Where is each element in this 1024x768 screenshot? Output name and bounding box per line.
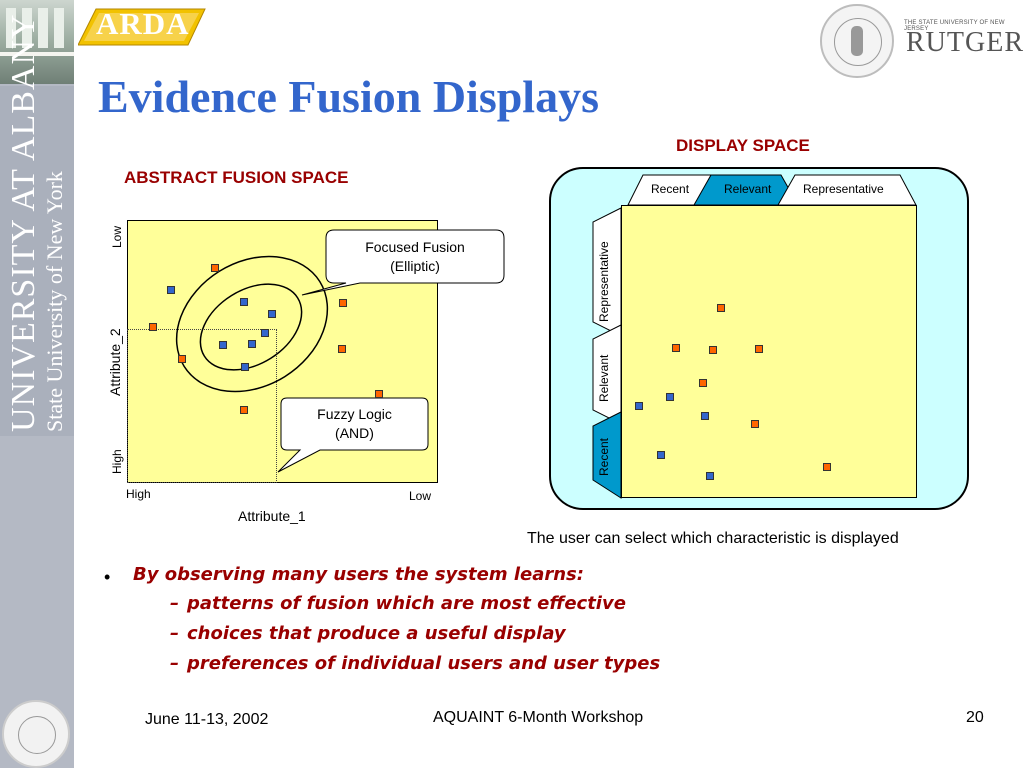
blue-marker [701, 412, 709, 420]
orange-marker [339, 299, 347, 307]
orange-marker [211, 264, 219, 272]
blue-marker [268, 310, 276, 318]
university-seal-icon [820, 4, 894, 78]
blue-marker [261, 329, 269, 337]
page-title: Evidence Fusion Displays [98, 71, 599, 122]
bullet-main: By observing many users the system learn… [133, 564, 584, 585]
banner-text-strip: UNIVERSITY AT ALBANY State University of… [0, 13, 74, 436]
bullet-marker: • [104, 567, 111, 587]
abstract-space-heading: ABSTRACT FUSION SPACE [124, 168, 349, 187]
bullet-sub-1: patterns of fusion which are most effect… [187, 593, 626, 614]
x-axis-high-label: High [126, 487, 151, 501]
blue-marker [706, 472, 714, 480]
outer-ellipse [175, 255, 329, 393]
bullet-sub-2: choices that produce a useful display [187, 623, 566, 644]
blue-marker [666, 393, 674, 401]
tab-relevant[interactable]: Relevant [724, 182, 772, 196]
x-axis-low-label: Low [409, 489, 432, 503]
blue-marker [167, 286, 175, 294]
display-canvas [621, 205, 917, 498]
tab-recent[interactable]: Recent [651, 182, 690, 196]
university-seal-icon [2, 700, 70, 768]
footer-date: June 11-13, 2002 [145, 711, 269, 728]
sub-dash: – [170, 623, 179, 644]
footer-event: AQUAINT 6-Month Workshop [433, 709, 644, 726]
orange-marker [751, 420, 759, 428]
orange-marker [823, 463, 831, 471]
orange-marker [149, 323, 157, 331]
tab-side-recent[interactable]: Recent [597, 437, 611, 476]
orange-marker [709, 346, 717, 354]
x-axis-label: Attribute_1 [238, 508, 306, 524]
footer-page-number: 20 [966, 709, 984, 726]
arda-logo-text: ARDA [96, 6, 190, 41]
tab-side-representative[interactable]: Representative [597, 241, 611, 322]
blue-marker [635, 402, 643, 410]
callout-fuzzy-line2: (AND) [335, 425, 374, 441]
orange-marker [338, 345, 346, 353]
tab-side-relevant[interactable]: Relevant [597, 354, 611, 402]
blue-marker [241, 363, 249, 371]
blue-marker [240, 298, 248, 306]
orange-marker [240, 406, 248, 414]
orange-marker [672, 344, 680, 352]
callout-fuzzy-line1: Fuzzy Logic [317, 406, 392, 422]
inner-ellipse [199, 283, 303, 371]
callout-fuzzy-shape [277, 397, 429, 473]
blue-marker [657, 451, 665, 459]
campus-photo-icon [0, 0, 74, 84]
callout-focused-line1: Focused Fusion [365, 239, 465, 255]
orange-marker [699, 379, 707, 387]
blue-marker [248, 340, 256, 348]
blue-marker [219, 341, 227, 349]
rutgers-tagline: THE STATE UNIVERSITY OF NEW JERSEY [904, 20, 1005, 32]
arda-logo-icon [78, 8, 206, 46]
orange-marker [178, 355, 186, 363]
callout-focused-shape [301, 229, 505, 296]
tab-representative[interactable]: Representative [803, 182, 884, 196]
display-space-heading: DISPLAY SPACE [676, 136, 810, 155]
orange-marker [755, 345, 763, 353]
orange-marker [375, 390, 383, 398]
orange-marker [717, 304, 725, 312]
sub-dash: – [170, 593, 179, 614]
rutgers-logo-icon: RUTGERS [906, 27, 1024, 58]
bullet-sub-3: preferences of individual users and user… [187, 653, 661, 674]
callout-focused-line2: (Elliptic) [390, 258, 440, 274]
display-caption: The user can select which characteristic… [527, 530, 899, 547]
sub-dash: – [170, 653, 179, 674]
